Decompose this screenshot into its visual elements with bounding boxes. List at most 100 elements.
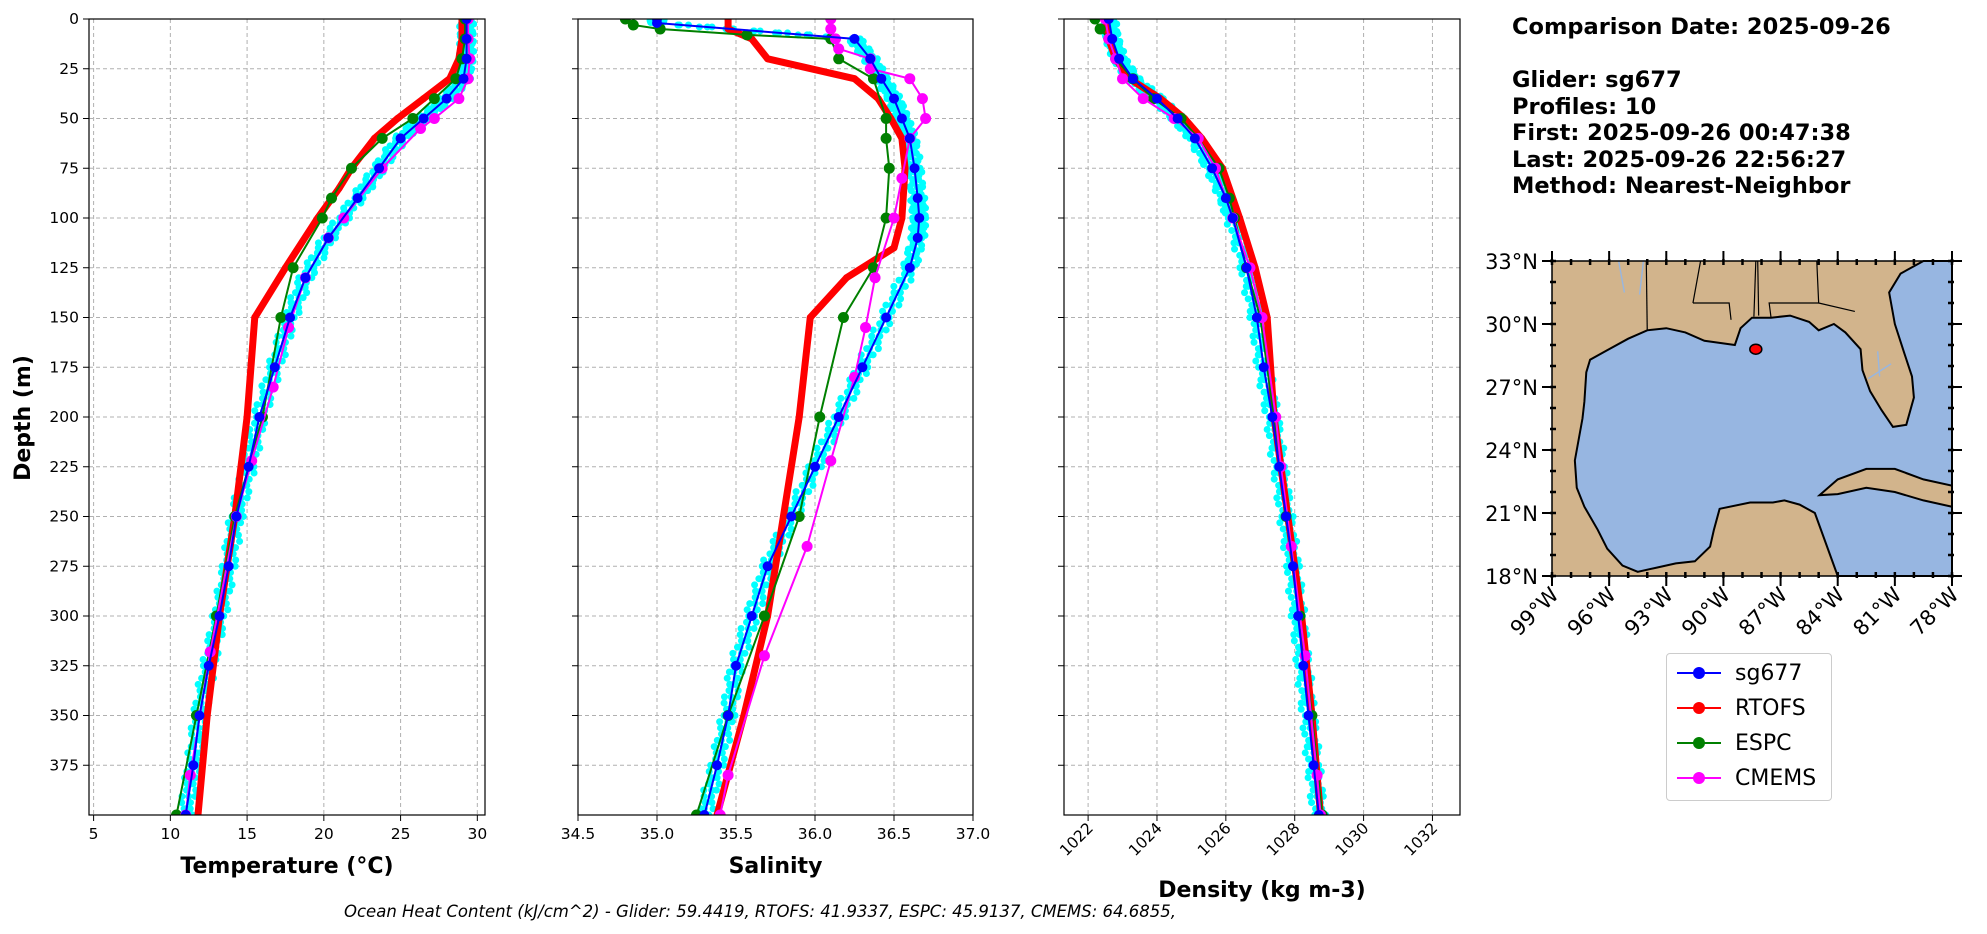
comparison-date: Comparison Date: 2025-09-26: [1512, 14, 1891, 40]
density-xtick-label: 1024: [1125, 819, 1166, 860]
temperature-raw-point: [369, 183, 377, 191]
map-frame: [1551, 260, 1953, 577]
salinity-raw-point: [805, 488, 813, 496]
salinity-raw-point: [850, 394, 858, 402]
salinity-xtick-label: 37.0: [956, 825, 991, 843]
salinity-raw-point: [890, 282, 898, 290]
temperature-point-rtofs: [203, 712, 211, 719]
density-point-sg677: [1227, 213, 1238, 223]
temperature-point-cmems: [453, 93, 465, 105]
salinity-raw-point: [715, 780, 723, 788]
temperature-point-rtofs: [394, 115, 402, 122]
temperature-raw-point: [387, 157, 395, 165]
map-border: [1692, 302, 1732, 320]
depth-tick-label: 375: [49, 756, 79, 774]
map-lon-label: 81°W: [1848, 582, 1906, 640]
salinity-point-cmems: [869, 272, 881, 284]
density-raw-point: [1250, 338, 1258, 346]
salinity-raw-point: [882, 326, 890, 334]
glider-position-marker: [1749, 343, 1763, 355]
map-lon-label: 84°W: [1791, 582, 1849, 640]
density-raw-point: [1249, 332, 1257, 340]
salinity-raw-point: [785, 531, 793, 539]
temperature-point-sg677: [188, 760, 199, 771]
density-panel: 1022 1024 1026 1028 1030 1032 Density (kg m-3): [1056, 18, 1461, 903]
salinity-raw-point: [710, 743, 718, 751]
temperature-xtick-label: 25: [391, 825, 411, 843]
depth-tick-label: 200: [49, 408, 79, 426]
temperature-raw-point: [204, 637, 212, 645]
map-border: [1753, 260, 1757, 317]
salinity-raw-point: [825, 419, 833, 427]
temperature-point-sg677: [374, 163, 385, 174]
temperature-raw-point: [228, 581, 236, 589]
salinity-point-sg677: [762, 561, 773, 572]
depth-tick-label: 350: [49, 707, 79, 725]
temperature-point-espc: [287, 262, 299, 274]
density-raw-point: [1287, 593, 1295, 601]
salinity-point-espc: [883, 162, 895, 174]
temperature-raw-point: [266, 357, 274, 365]
temperature-xtick-label: 15: [237, 825, 257, 843]
temperature-point-rtofs: [243, 413, 251, 421]
temperature-point-espc: [450, 73, 462, 85]
legend-swatch-espc: [1677, 737, 1721, 749]
map-river: [1638, 260, 1645, 295]
density-raw-point: [1228, 226, 1236, 234]
density-raw-point: [1301, 730, 1309, 738]
method: Method: Nearest-Neighbor: [1512, 173, 1851, 199]
temperature-point-espc: [275, 312, 287, 323]
density-point-sg677: [1207, 163, 1218, 174]
density-point-sg677: [1103, 19, 1114, 24]
depth-tick-label: 0: [69, 10, 79, 28]
salinity-point-sg677: [652, 19, 662, 28]
depth-tick-label: 125: [49, 259, 79, 277]
salinity-raw-point: [744, 637, 752, 645]
density-point-sg677: [1287, 561, 1298, 572]
salinity-raw-point: [835, 401, 843, 409]
temperature-raw-point: [259, 388, 267, 396]
salinity-raw-point: [745, 643, 753, 651]
density-raw-point: [1294, 680, 1302, 688]
salinity-point-espc: [867, 262, 879, 274]
temperature-raw-point: [213, 587, 221, 595]
temperature-point-cmems: [415, 122, 427, 134]
salinity-raw-point: [753, 606, 761, 614]
salinity-point-sg677: [912, 193, 923, 204]
map-lon-label: 78°W: [1906, 582, 1964, 640]
density-axis-label: Density (kg m-3): [1158, 878, 1366, 903]
salinity-raw-point: [853, 388, 861, 396]
density-raw-point: [1298, 687, 1306, 695]
temperature-xtick-label: 20: [314, 825, 334, 843]
density-point-sg677: [1151, 93, 1162, 104]
salinity-raw-point: [890, 289, 898, 297]
salinity-point-espc: [814, 411, 826, 423]
temperature-raw-point: [256, 444, 264, 452]
map-lat-label: 27°N: [1485, 376, 1538, 400]
salinity-point-cmems: [758, 650, 770, 662]
gulf-map: 18°N 21°N 24°N 27°N 30°N 33°N 99°W 96°W 93°W 90°W…: [1485, 250, 1964, 641]
legend-label-espc: ESPC: [1735, 730, 1792, 756]
temperature-raw-point: [231, 562, 239, 570]
salinity-raw-point: [792, 488, 800, 496]
density-point-sg677: [1267, 412, 1278, 422]
temperature-point-sg677: [461, 19, 472, 24]
salinity-raw-point: [759, 593, 767, 601]
temperature-point-sg677: [203, 660, 214, 671]
salinity-point-sg677: [833, 412, 844, 422]
temperature-raw-point: [224, 606, 232, 614]
salinity-raw-point: [787, 525, 795, 533]
salinity-point-rtofs: [843, 274, 851, 282]
salinity-point-sg677: [904, 133, 915, 144]
salinity-raw-point: [824, 444, 832, 452]
salinity-point-espc: [741, 29, 753, 41]
map-lat-label: 18°N: [1485, 565, 1538, 589]
salinity-raw-point: [720, 755, 728, 763]
depth-tick-label: 50: [59, 110, 79, 128]
salinity-point-cmems: [714, 809, 726, 815]
salinity-point-espc: [691, 809, 702, 815]
salinity-raw-point: [874, 345, 882, 353]
salinity-raw-point: [862, 369, 870, 377]
salinity-point-rtofs: [806, 314, 814, 321]
salinity-raw-point: [759, 600, 767, 608]
